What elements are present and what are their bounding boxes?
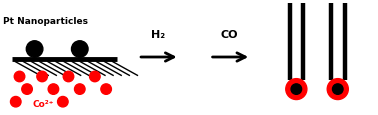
Ellipse shape — [327, 79, 348, 100]
Text: H₂: H₂ — [151, 30, 165, 40]
Ellipse shape — [22, 84, 33, 95]
Ellipse shape — [63, 72, 74, 82]
Ellipse shape — [37, 72, 47, 82]
Text: CO: CO — [221, 30, 239, 40]
Ellipse shape — [90, 72, 100, 82]
Ellipse shape — [71, 41, 88, 58]
Ellipse shape — [26, 41, 43, 58]
Ellipse shape — [14, 72, 25, 82]
Ellipse shape — [11, 97, 21, 107]
Text: Pt Nanoparticles: Pt Nanoparticles — [3, 17, 88, 26]
Ellipse shape — [101, 84, 112, 95]
Ellipse shape — [291, 84, 302, 95]
Ellipse shape — [74, 84, 85, 95]
Ellipse shape — [48, 84, 59, 95]
Ellipse shape — [286, 79, 307, 100]
Ellipse shape — [57, 97, 68, 107]
Text: Co²⁺: Co²⁺ — [33, 100, 54, 109]
Ellipse shape — [333, 84, 343, 95]
